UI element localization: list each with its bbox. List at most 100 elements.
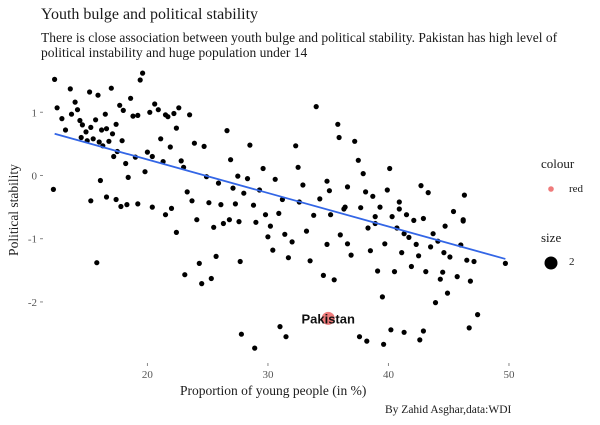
y-tick-label: -1: [28, 234, 37, 246]
data-point: [337, 232, 343, 238]
data-point: [420, 328, 426, 334]
data-point: [300, 182, 306, 188]
data-point: [178, 158, 184, 164]
data-point: [235, 173, 241, 179]
highlight-label: Pakistan: [301, 311, 355, 326]
legend-colour-key: [548, 186, 554, 192]
x-axis-label: Proportion of young people (in %): [180, 383, 367, 398]
y-tick-label: 0: [32, 170, 38, 182]
data-point: [167, 144, 173, 150]
data-point: [313, 104, 319, 110]
data-point: [168, 205, 175, 211]
data-point: [331, 277, 337, 283]
data-point: [208, 275, 214, 282]
data-point: [113, 121, 119, 127]
data-point: [411, 217, 417, 223]
data-point: [352, 138, 358, 144]
data-point: [440, 269, 446, 275]
data-point: [442, 223, 448, 229]
data-point: [285, 255, 291, 261]
x-tick-label: 40: [383, 369, 395, 381]
data-point: [388, 327, 394, 333]
data-point: [206, 200, 212, 206]
data-point: [328, 212, 334, 218]
data-point: [403, 212, 410, 218]
data-point: [54, 105, 60, 111]
data-point: [124, 202, 130, 208]
data-point: [416, 253, 422, 259]
data-point: [117, 102, 123, 108]
data-point: [387, 165, 393, 172]
data-point: [437, 276, 443, 282]
data-point: [102, 111, 108, 117]
data-point: [265, 234, 271, 240]
data-point: [96, 139, 102, 145]
legend-colour-title: colour: [541, 156, 575, 171]
chart-caption: By Zahid Asghar,data:WDI: [385, 404, 512, 416]
data-point: [97, 177, 103, 184]
data-point: [320, 272, 326, 278]
data-point: [140, 70, 146, 76]
data-point: [95, 92, 101, 98]
data-point: [432, 300, 439, 306]
data-point: [447, 254, 453, 260]
data-point: [382, 241, 388, 247]
data-point: [417, 337, 423, 343]
data-point: [260, 165, 266, 172]
data-point: [113, 196, 119, 203]
data-point: [336, 134, 342, 141]
data-point: [276, 210, 282, 216]
data-point: [365, 225, 371, 231]
data-point: [74, 107, 81, 113]
data-point: [149, 204, 155, 210]
data-point: [187, 112, 193, 118]
data-point: [344, 184, 351, 190]
data-point: [130, 113, 136, 119]
data-point: [135, 112, 141, 118]
data-point: [232, 201, 238, 207]
data-point: [108, 85, 114, 91]
data-point: [226, 217, 232, 223]
data-point: [155, 107, 161, 113]
data-point: [62, 127, 69, 133]
data-point: [182, 272, 188, 278]
data-point: [358, 205, 364, 211]
data-point: [77, 117, 83, 124]
y-axis-label: Political stability: [6, 164, 21, 256]
data-point: [270, 247, 276, 253]
data-point: [344, 241, 351, 247]
data-point: [118, 203, 124, 210]
data-point: [272, 176, 278, 182]
data-point: [389, 214, 395, 220]
data-point: [230, 185, 236, 191]
data-point: [406, 234, 412, 240]
data-point: [199, 281, 205, 287]
highlight-point: [321, 311, 335, 325]
data-point: [171, 110, 177, 117]
legend-size-label: 2: [569, 256, 575, 268]
data-point: [356, 334, 363, 340]
legend-size-key: [544, 256, 558, 270]
legend-colour-label: red: [569, 183, 584, 195]
data-point: [293, 143, 299, 149]
data-point: [262, 212, 269, 218]
data-point: [103, 194, 110, 200]
data-point: [423, 269, 429, 275]
data-point: [137, 77, 143, 83]
trend-line: [54, 132, 506, 260]
data-point: [326, 188, 332, 194]
data-point: [464, 257, 470, 263]
data-point: [94, 260, 100, 266]
data-point: [444, 290, 451, 296]
data-point: [152, 101, 158, 107]
data-point: [461, 192, 467, 198]
data-point: [379, 294, 385, 300]
data-point: [363, 189, 369, 195]
data-point: [425, 190, 431, 196]
data-point: [88, 198, 94, 204]
data-point: [224, 128, 230, 134]
data-point: [244, 176, 251, 182]
data-point: [377, 204, 383, 210]
legend-layer: [544, 186, 558, 270]
